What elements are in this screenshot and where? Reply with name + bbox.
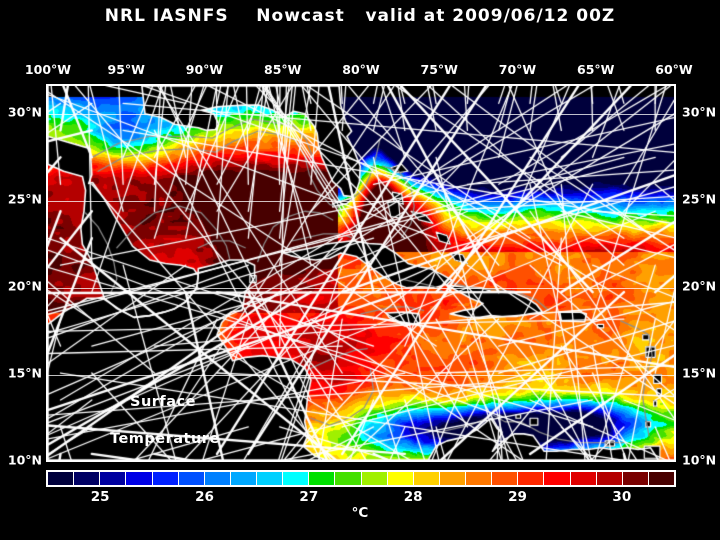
colorbar-tick: 25: [91, 489, 110, 505]
lat-tick: 25°N: [8, 192, 42, 207]
map-plot-area: Surface Temperature: [46, 84, 676, 462]
colorbar-bin: [440, 472, 466, 485]
lon-tick: 80°W: [342, 62, 379, 77]
colorbar-bin: [48, 472, 74, 485]
colorbar-bin: [623, 472, 649, 485]
lon-tick: 75°W: [421, 62, 458, 77]
colorbar-bin: [126, 472, 152, 485]
colorbar-bin: [362, 472, 388, 485]
lat-tick: 10°N: [682, 453, 716, 468]
lat-tick: 20°N: [8, 279, 42, 294]
colorbar-tick: 30: [612, 489, 631, 505]
colorbar-tick: 29: [508, 489, 527, 505]
colorbar-bin: [153, 472, 179, 485]
colorbar-bin: [414, 472, 440, 485]
lat-tick: 30°N: [682, 105, 716, 120]
gridline-parallel: [48, 288, 674, 289]
colorbar-bin: [388, 472, 414, 485]
gridline-parallel: [48, 114, 674, 115]
lon-tick: 85°W: [264, 62, 301, 77]
colorbar-bin: [597, 472, 623, 485]
lat-tick: 15°N: [8, 366, 42, 381]
colorbar-tick: 26: [195, 489, 214, 505]
colorbar-bin: [518, 472, 544, 485]
gridline-parallel: [48, 375, 674, 376]
colorbar-bin: [257, 472, 283, 485]
figure-title: NRL IASNFS Nowcast valid at 2009/06/12 0…: [0, 6, 720, 26]
colorbar-tick: 28: [404, 489, 423, 505]
colorbar-unit-label: °C: [0, 505, 720, 521]
latitude-axis-left: 30°N 25°N 20°N 15°N 10°N: [0, 0, 42, 540]
lon-tick: 65°W: [577, 62, 614, 77]
colorbar-bin: [179, 472, 205, 485]
lat-tick: 15°N: [682, 366, 716, 381]
colorbar-bin: [649, 472, 674, 485]
colorbar-bin: [466, 472, 492, 485]
gridline-parallel: [48, 201, 674, 202]
colorbar-bin: [309, 472, 335, 485]
colorbar-bin: [205, 472, 231, 485]
lon-tick: 90°W: [186, 62, 223, 77]
lat-tick: 10°N: [8, 453, 42, 468]
colorbar: [46, 470, 676, 487]
sst-map-figure: NRL IASNFS Nowcast valid at 2009/06/12 0…: [0, 0, 720, 540]
latitude-axis-right: 30°N 25°N 20°N 15°N 10°N: [680, 0, 720, 540]
longitude-axis-top: 100°W 95°W 90°W 85°W 80°W 75°W 70°W 65°W 60°W: [0, 62, 720, 78]
colorbar-bin: [544, 472, 570, 485]
lat-tick: 20°N: [682, 279, 716, 294]
colorbar-bin: [283, 472, 309, 485]
colorbar-bin: [231, 472, 257, 485]
colorbar-tick: 27: [299, 489, 318, 505]
colorbar-bin: [335, 472, 361, 485]
colorbar-bin: [571, 472, 597, 485]
colorbar-bin: [100, 472, 126, 485]
lat-tick: 30°N: [8, 105, 42, 120]
map-label-temperature: Temperature: [110, 431, 220, 447]
lat-tick: 25°N: [682, 192, 716, 207]
lon-tick: 70°W: [499, 62, 536, 77]
map-label-surface: Surface: [130, 394, 196, 410]
colorbar-bin: [74, 472, 100, 485]
lon-tick: 95°W: [108, 62, 145, 77]
colorbar-bin: [492, 472, 518, 485]
